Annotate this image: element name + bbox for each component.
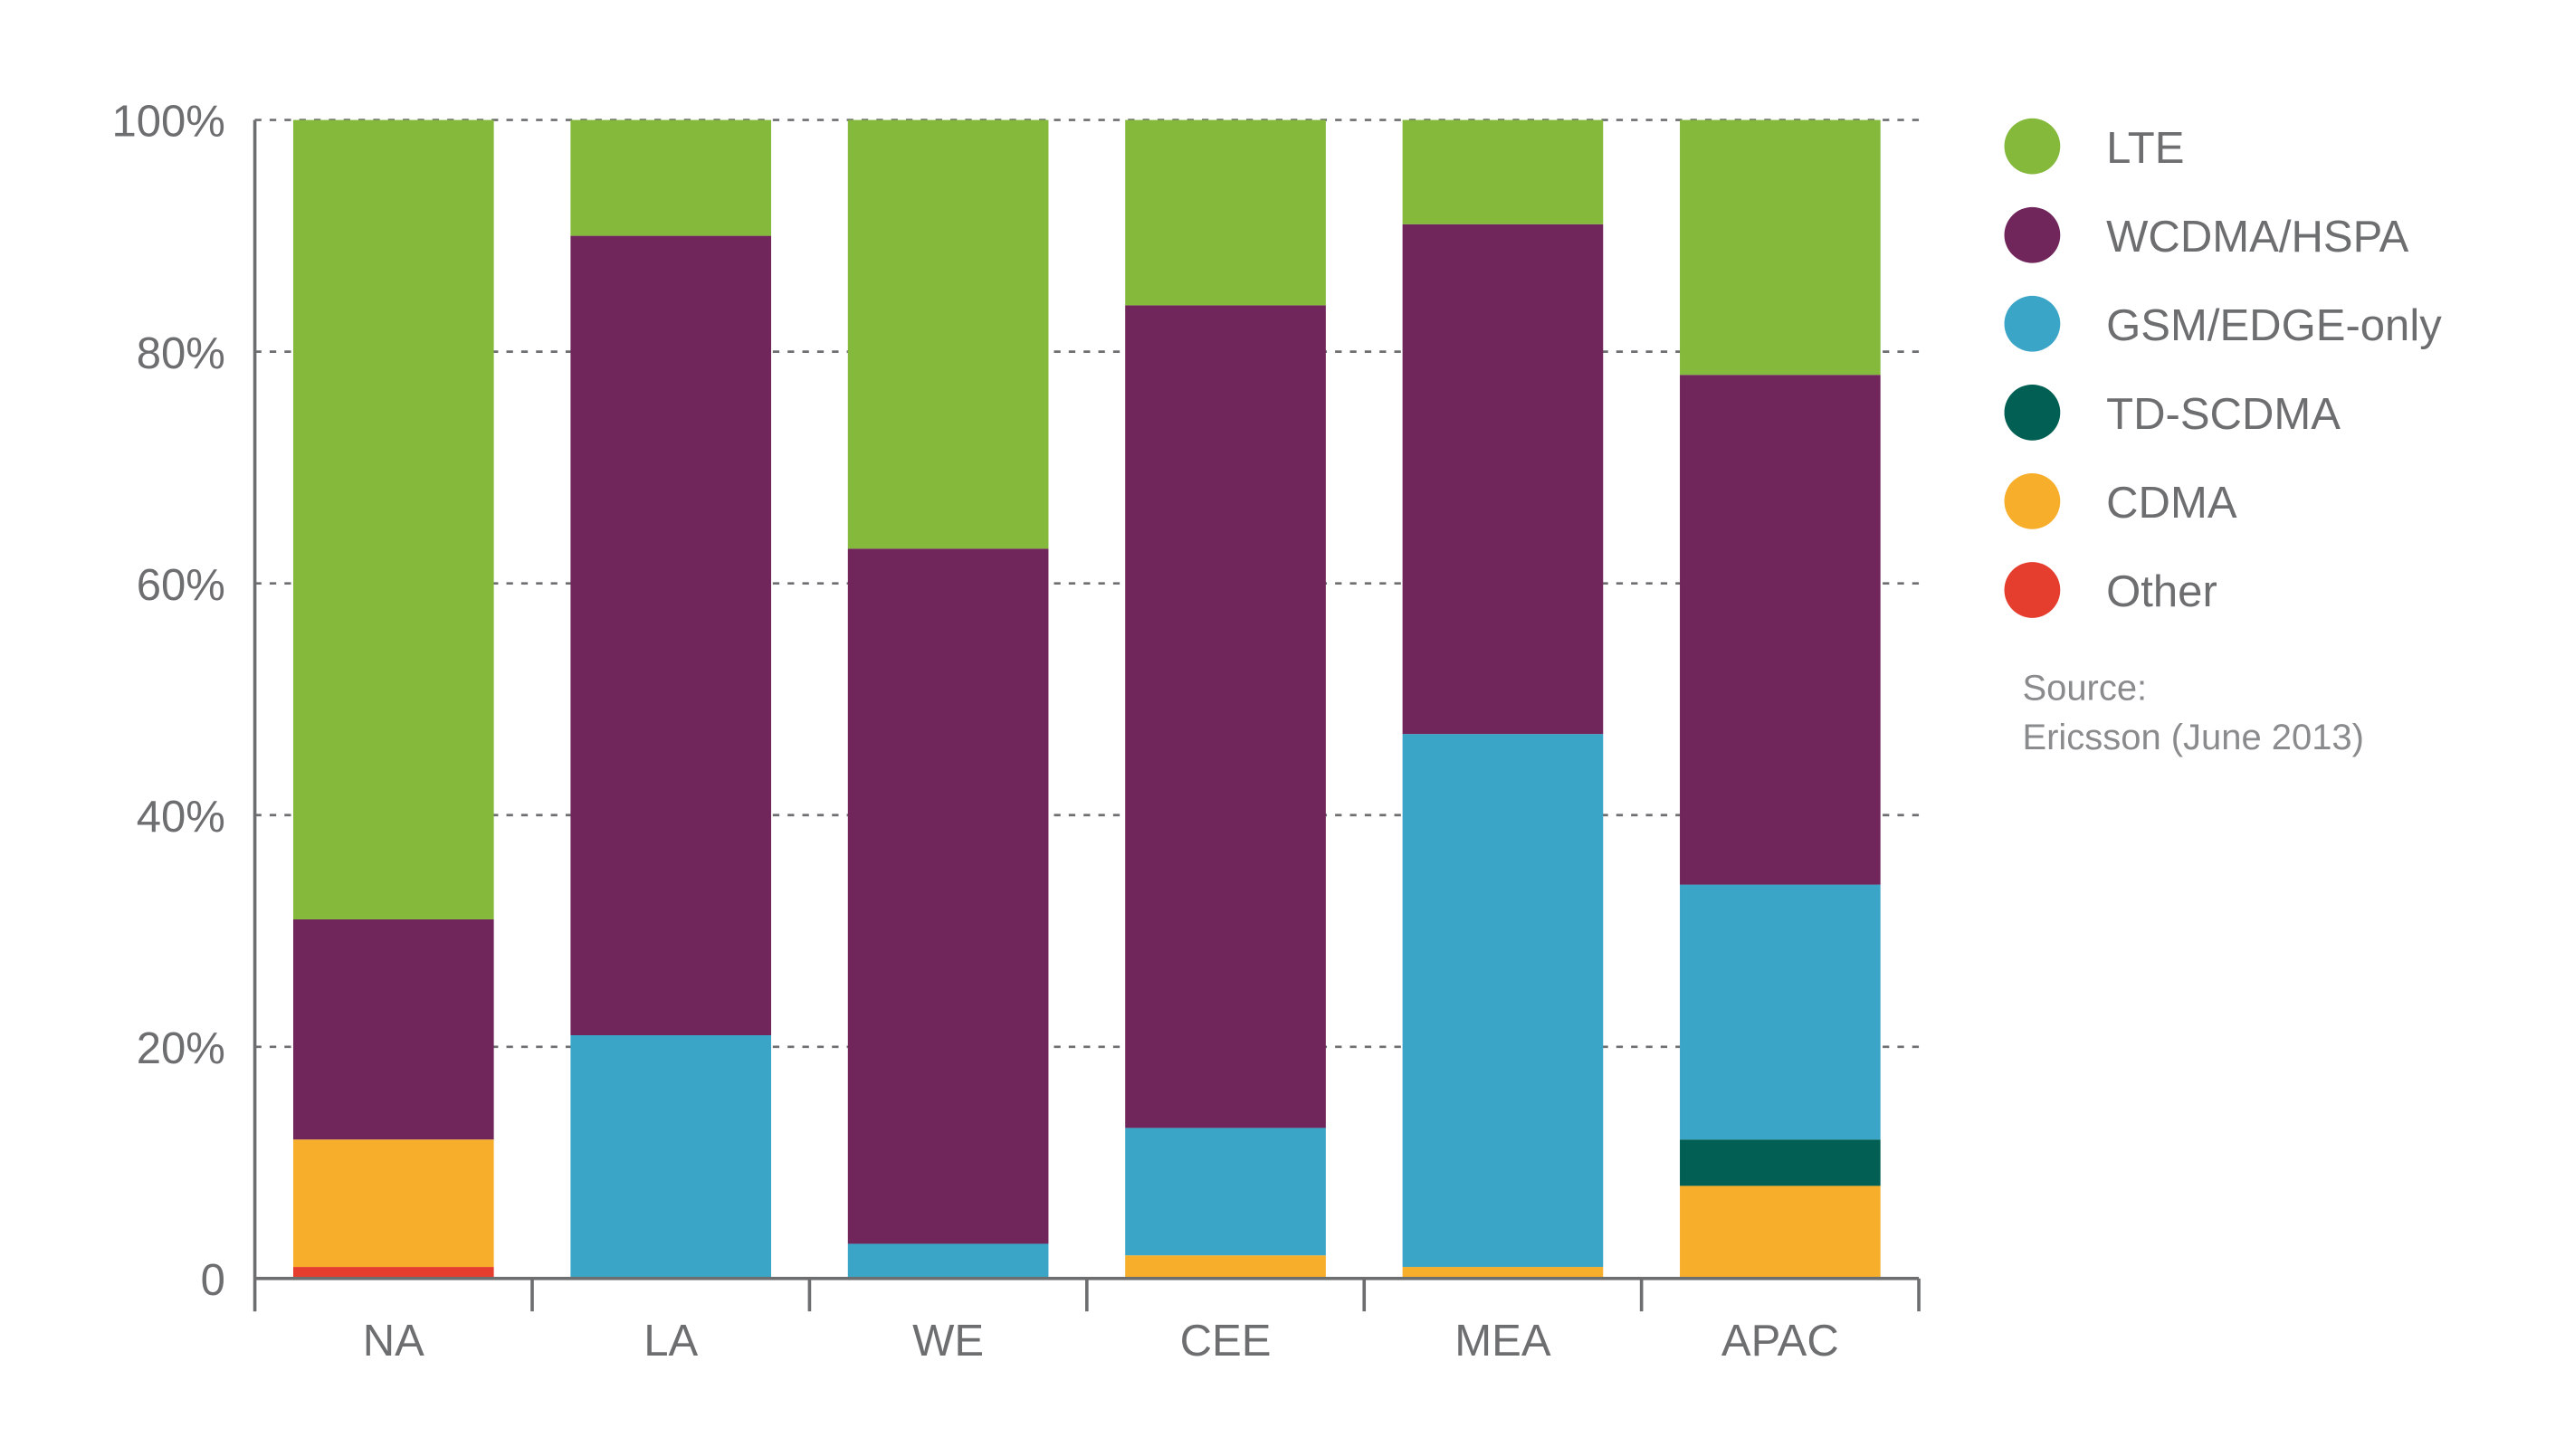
bar-segment-apac-cdma: [1680, 1185, 1881, 1279]
y-tick-label: 80%: [137, 329, 225, 378]
legend-label: TD-SCDMA: [2106, 390, 2341, 439]
x-tick-labels: NA LA WE CEE MEA APAC: [363, 1317, 1839, 1366]
y-tick-label: 40%: [137, 793, 225, 842]
legend-label: Other: [2106, 567, 2217, 616]
y-tick-label: 20%: [137, 1024, 225, 1073]
bar-segment-la-gsm-edge-only: [570, 1035, 772, 1279]
bar-segment-apac-lte: [1680, 119, 1881, 376]
x-tick-label: CEE: [1180, 1317, 1272, 1366]
source-text: Ericsson (June 2013): [2023, 718, 2364, 757]
x-tick-label: NA: [363, 1317, 424, 1366]
axes: [253, 119, 1921, 1312]
legend-label: CDMA: [2106, 479, 2237, 528]
bar-segment-we-lte: [847, 119, 1049, 549]
bar-segment-mea-wcdma-hspa: [1402, 224, 1604, 735]
gridlines: [254, 119, 1920, 1049]
legend-label: GSM/EDGE-only: [2106, 301, 2442, 350]
bar-segment-apac-gsm-edge-only: [1680, 884, 1881, 1140]
bars: [292, 119, 1881, 1279]
bar-segment-we-wcdma-hspa: [847, 548, 1049, 1244]
bar-segment-mea-lte: [1402, 119, 1604, 224]
legend-swatch: [2004, 473, 2061, 529]
bar-segment-mea-cdma: [1402, 1267, 1604, 1279]
x-tick-label: LA: [644, 1317, 698, 1366]
bar-segment-la-wcdma-hspa: [570, 235, 772, 1036]
y-tick-labels: 0 20% 40% 60% 80% 100%: [111, 98, 224, 1305]
y-tick-label: 0: [201, 1256, 225, 1305]
legend-label: LTE: [2106, 124, 2184, 173]
bar-segment-na-wcdma-hspa: [292, 918, 494, 1140]
legend-swatch: [2004, 295, 2061, 352]
bar-segment-na-lte: [292, 119, 494, 919]
x-tick-label: WE: [912, 1317, 984, 1366]
bar-segment-cee-gsm-edge-only: [1125, 1128, 1326, 1256]
bar-segment-cee-wcdma-hspa: [1125, 305, 1326, 1128]
bar-segment-apac-wcdma-hspa: [1680, 375, 1881, 885]
x-tick-label: APAC: [1721, 1317, 1839, 1366]
x-tick-label: MEA: [1454, 1317, 1551, 1366]
bar-segment-cee-lte: [1125, 119, 1326, 306]
y-tick-label: 100%: [111, 98, 224, 147]
legend: LTE WCDMA/HSPA GSM/EDGE-only TD-SCDMA CDMA Ot…: [2004, 118, 2442, 618]
y-tick-label: 60%: [137, 561, 225, 610]
legend-swatch: [2004, 206, 2061, 263]
bar-segment-la-lte: [570, 119, 772, 236]
bar-segment-cee-cdma: [1125, 1255, 1326, 1279]
source-label: Source:: [2023, 669, 2148, 709]
bar-segment-na-other: [292, 1267, 494, 1279]
bar-segment-mea-gsm-edge-only: [1402, 734, 1604, 1268]
legend-swatch: [2004, 562, 2061, 618]
bar-segment-na-cdma: [292, 1139, 494, 1268]
legend-label: WCDMA/HSPA: [2106, 213, 2408, 262]
legend-swatch: [2004, 384, 2061, 441]
bar-segment-apac-td-scdma: [1680, 1139, 1881, 1186]
legend-swatch: [2004, 118, 2061, 175]
bar-segment-we-gsm-edge-only: [847, 1243, 1049, 1279]
